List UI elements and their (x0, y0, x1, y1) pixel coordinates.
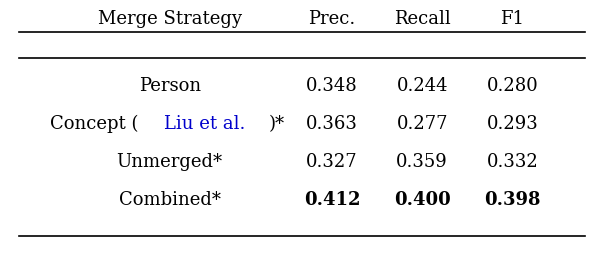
Text: Merge Strategy: Merge Strategy (98, 10, 242, 28)
Text: 0.400: 0.400 (394, 191, 451, 209)
Text: Recall: Recall (394, 10, 451, 28)
Text: 0.412: 0.412 (304, 191, 361, 209)
Text: 0.348: 0.348 (306, 77, 358, 95)
Text: Liu et al.: Liu et al. (164, 115, 245, 133)
Text: 0.244: 0.244 (396, 77, 448, 95)
Text: 0.277: 0.277 (396, 115, 448, 133)
Text: 0.398: 0.398 (484, 191, 541, 209)
Text: Combined*: Combined* (119, 191, 220, 209)
Text: 0.280: 0.280 (487, 77, 538, 95)
Text: 0.359: 0.359 (396, 153, 448, 171)
Text: F1: F1 (501, 10, 524, 28)
Text: 0.327: 0.327 (306, 153, 358, 171)
Text: Concept (: Concept ( (50, 115, 139, 133)
Text: )*: )* (268, 115, 284, 133)
Text: 0.332: 0.332 (487, 153, 538, 171)
Text: Prec.: Prec. (309, 10, 356, 28)
Text: 0.293: 0.293 (487, 115, 538, 133)
Text: Person: Person (139, 77, 201, 95)
Text: 0.363: 0.363 (306, 115, 358, 133)
Text: Unmerged*: Unmerged* (117, 153, 223, 171)
